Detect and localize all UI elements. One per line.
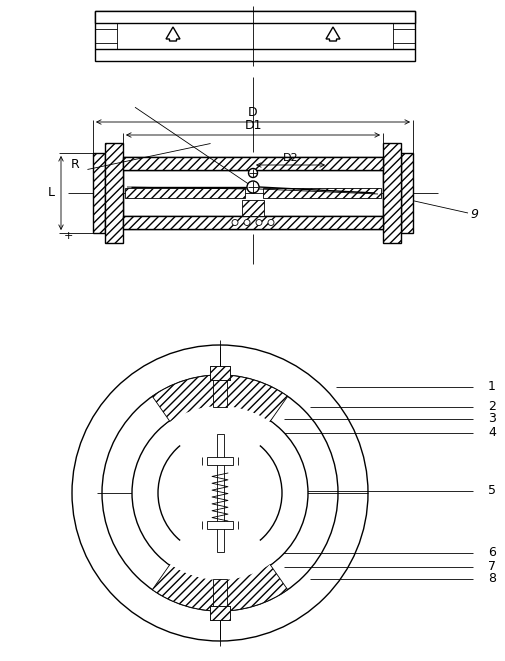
Text: 5: 5	[488, 485, 496, 498]
Wedge shape	[153, 493, 288, 611]
Bar	[401, 153, 413, 233]
Circle shape	[102, 375, 338, 611]
Bar	[263, 188, 381, 198]
Bar	[123, 170, 383, 216]
Circle shape	[256, 219, 262, 225]
Wedge shape	[153, 375, 288, 493]
Bar	[210, 606, 230, 620]
Polygon shape	[166, 27, 180, 41]
Circle shape	[72, 345, 368, 641]
Bar	[210, 366, 230, 380]
Text: 1: 1	[488, 381, 496, 393]
Bar	[383, 143, 401, 243]
Circle shape	[232, 219, 238, 225]
Text: D: D	[248, 106, 258, 119]
Bar	[105, 143, 123, 243]
Polygon shape	[326, 27, 340, 41]
Bar	[95, 11, 415, 23]
Circle shape	[247, 181, 259, 193]
Text: 8: 8	[488, 572, 496, 586]
Text: D2: D2	[283, 153, 298, 163]
Circle shape	[268, 219, 274, 225]
Wedge shape	[164, 493, 276, 580]
Bar	[123, 157, 383, 170]
Text: D1: D1	[244, 119, 262, 132]
Text: 3: 3	[488, 412, 496, 426]
Circle shape	[132, 405, 308, 581]
Text: R: R	[71, 159, 79, 171]
Bar	[217, 434, 224, 552]
Circle shape	[248, 169, 258, 178]
Bar	[207, 457, 233, 465]
Wedge shape	[164, 406, 276, 493]
Text: 2: 2	[488, 401, 496, 414]
Circle shape	[244, 219, 250, 225]
Bar	[93, 153, 105, 233]
Bar	[95, 11, 415, 61]
Bar	[125, 188, 245, 198]
Bar	[123, 216, 383, 229]
Text: 6: 6	[488, 547, 496, 559]
Bar	[213, 380, 227, 407]
Text: 9: 9	[470, 208, 478, 221]
Text: +: +	[64, 231, 73, 241]
Bar	[242, 200, 264, 216]
Bar	[207, 521, 233, 529]
Text: L: L	[48, 186, 55, 200]
Circle shape	[158, 431, 282, 555]
Text: 7: 7	[488, 561, 496, 574]
Text: 4: 4	[488, 426, 496, 440]
Bar	[210, 606, 230, 620]
Bar	[210, 366, 230, 380]
Bar	[213, 579, 227, 606]
